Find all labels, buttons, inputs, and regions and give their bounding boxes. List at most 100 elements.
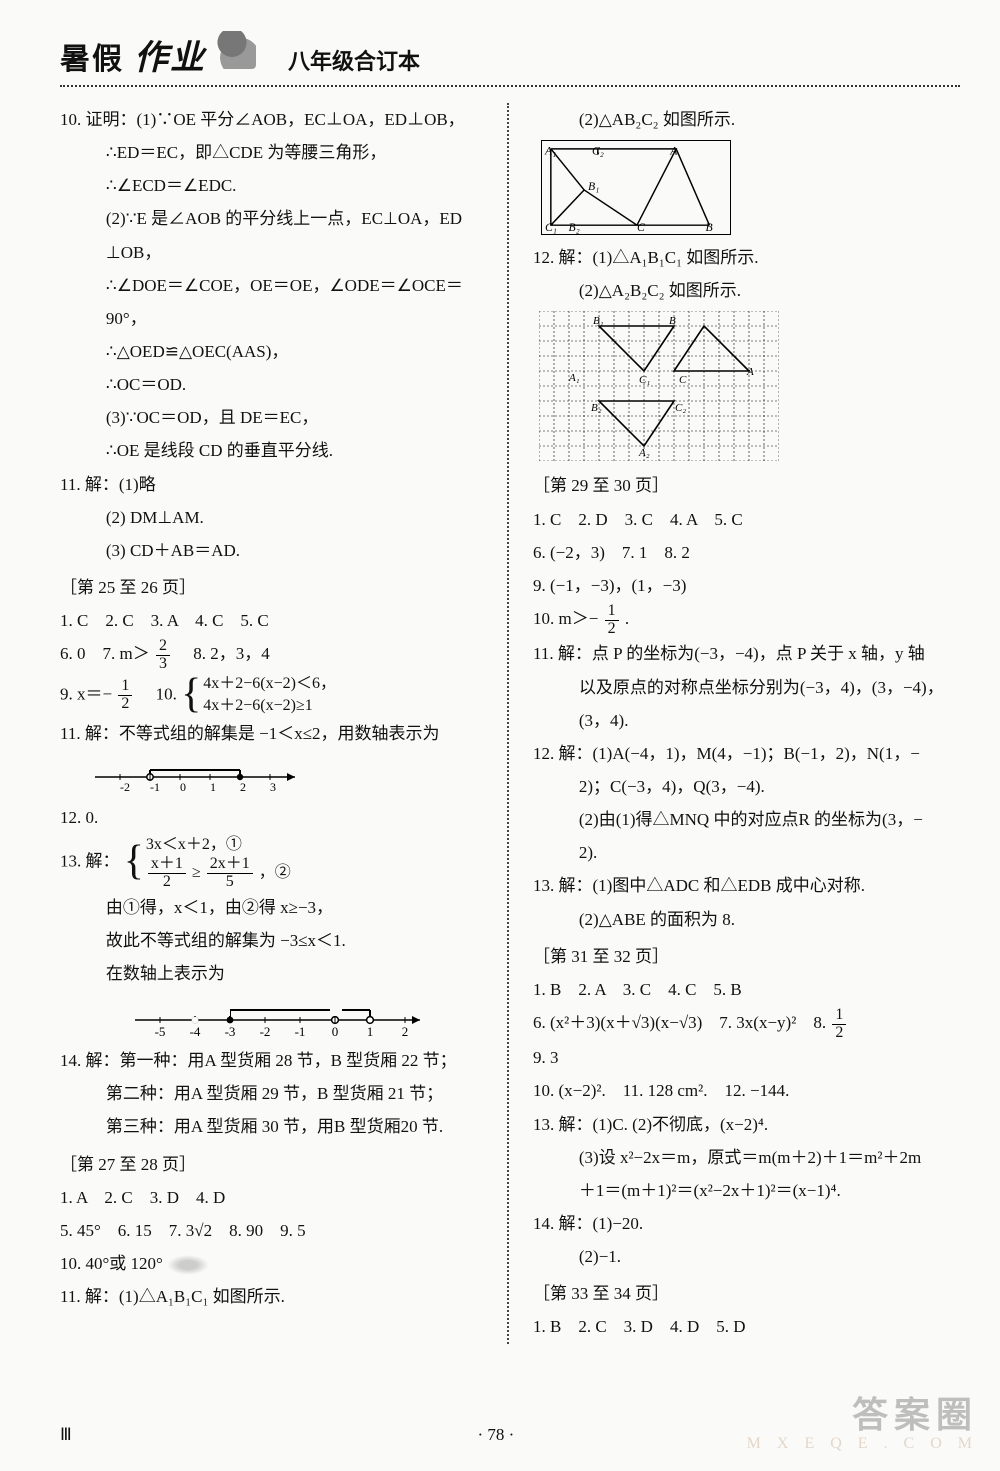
- svg-text:-2: -2: [120, 780, 130, 794]
- text: 13. 解：: [60, 851, 120, 870]
- page: 暑假 作业 八年级合订本 10. 证明：(1)∵OE 平分∠AOB，EC⊥OA，…: [0, 0, 1000, 1374]
- svg-text:-3: -3: [225, 1024, 236, 1039]
- answer-row: 10. m＞− 1 2 .: [533, 602, 960, 637]
- watermark: 答案圈 M X E Q E . C O M: [747, 1396, 978, 1453]
- svg-text:0: 0: [180, 780, 186, 794]
- answer-row: 13. 解： { 3x＜x＋2，① x＋1 2 ≥ 2x＋1: [60, 834, 487, 891]
- line: ∴∠DOE＝∠COE，OE＝OE，∠ODE＝∠OCE＝: [60, 269, 487, 302]
- svg-text:B: B: [669, 315, 676, 327]
- brace-icon: {: [124, 845, 144, 879]
- line: (3，4).: [533, 704, 960, 737]
- svg-text:0: 0: [332, 1024, 339, 1039]
- answer-row: 6. 0 7. m＞ 2 3 8. 2，3，4: [60, 637, 487, 672]
- section-heading: ［第 25 至 26 页］: [60, 571, 487, 604]
- svg-text:C₁: C₁: [639, 374, 650, 386]
- section-heading: ［第 29 至 30 页］: [533, 469, 960, 502]
- line: (2)∵E 是∠AOB 的平分线上一点，EC⊥OA，ED: [60, 202, 487, 235]
- line: 由①得，x＜1，由②得 x≥−3，: [60, 891, 487, 924]
- brand-b: 作业: [134, 30, 206, 79]
- line: (2)△A₂B₂C₂ 如图所示.: [533, 274, 960, 307]
- subtitle: 八年级合订本: [288, 44, 420, 76]
- columns: 10. 证明：(1)∵OE 平分∠AOB，EC⊥OA，ED⊥OB， ∴ED＝EC…: [60, 103, 960, 1344]
- svg-text:B₁: B₁: [593, 315, 604, 327]
- number-line-figure: -5-4 -3-2 -10 12: [60, 990, 487, 1044]
- text: ，②: [259, 864, 291, 881]
- svg-text:B₁: B₁: [588, 180, 599, 193]
- text: 6. 0 7. m＞: [60, 644, 150, 663]
- text: 6. (−2，3) 7. 1 8. 2: [533, 543, 690, 562]
- svg-text:B₂: B₂: [568, 221, 579, 234]
- svg-text:A: A: [669, 145, 678, 158]
- section-heading: ［第 33 至 34 页］: [533, 1277, 960, 1310]
- eq-line: 4x＋2−6(x−2)＜6，: [203, 673, 336, 695]
- line: 6. (−2，3) 7. 1 8. 2: [533, 536, 960, 569]
- answer-row: 6. (x²＋3)(x＋√3)(x−√3) 7. 3x(x−y)² 8. 1 2: [533, 1006, 960, 1041]
- brace-icon: {: [181, 678, 201, 712]
- line: 第三种：用A 型货厢 30 节，用B 型货厢20 节.: [60, 1110, 487, 1143]
- eq-line: 3x＜x＋2，①: [146, 834, 291, 856]
- left-column: 10. 证明：(1)∵OE 平分∠AOB，EC⊥OA，ED⊥OB， ∴ED＝EC…: [60, 103, 505, 1344]
- watermark-line1: 答案圈: [747, 1396, 978, 1436]
- line: (2)△ABE 的面积为 8.: [533, 903, 960, 936]
- text: 6. (x²＋3)(x＋√3)(x−√3) 7. 3x(x−y)² 8.: [533, 1013, 830, 1032]
- line: (2)−1.: [533, 1240, 960, 1273]
- line: (2) DM⊥AM.: [60, 501, 487, 534]
- line: 12. 解：(1)△A₁B₁C₁ 如图所示.: [533, 241, 960, 274]
- line: (3) CD＋AB＝AD.: [60, 534, 487, 567]
- svg-text:C₁: C₁: [545, 221, 557, 234]
- answer-row: 1. C 2. C 3. A 4. C 5. C: [60, 604, 487, 637]
- line: 10. (x−2)². 11. 128 cm². 12. −144.: [533, 1074, 960, 1107]
- column-divider: [507, 103, 509, 1344]
- avatar-illustration: [216, 31, 256, 69]
- line: 90°，: [60, 302, 487, 335]
- svg-text:C: C: [637, 221, 645, 234]
- answer-row: 1. B 2. A 3. C 4. C 5. B: [533, 973, 960, 1006]
- text: 10.: [139, 684, 182, 703]
- section-heading: ［第 31 至 32 页］: [533, 940, 960, 973]
- svg-text:-2: -2: [260, 1024, 271, 1039]
- line: 2)；C(−3，4)，Q(3，−4).: [533, 770, 960, 803]
- line: 9. (−1，−3)，(1，−3): [533, 569, 960, 602]
- answer-row: 1. B 2. C 3. D 4. D 5. D: [533, 1310, 960, 1343]
- answer-row: 9. x＝− 1 2 10. { 4x＋2−6(x−2)＜6， 4x＋2−6(x…: [60, 673, 487, 718]
- line: 11. 解：(1)△A₁B₁C₁ 如图所示.: [60, 1280, 487, 1313]
- svg-text:1: 1: [367, 1024, 374, 1039]
- svg-text:C₂: C₂: [592, 145, 604, 158]
- number-line-figure: -2 -1 0 1 2 3: [60, 751, 487, 801]
- frac-num: x＋1: [148, 856, 186, 874]
- svg-text:A₁: A₁: [544, 145, 556, 158]
- line: (2)△AB₂C₂ 如图所示.: [533, 103, 960, 136]
- svg-text:C₂: C₂: [675, 402, 686, 414]
- line: (2)由(1)得△MNQ 中的对应点R 的坐标为(3，−: [533, 803, 960, 836]
- line: ∴∠ECD＝∠EDC.: [60, 169, 487, 202]
- svg-text:B₂: B₂: [591, 402, 602, 414]
- svg-text:-1: -1: [295, 1024, 306, 1039]
- text: 8. 2，3，4: [176, 644, 270, 663]
- fraction: 2 3: [156, 638, 170, 673]
- answer-row: 1. A 2. C 3. D 4. D: [60, 1181, 487, 1214]
- frac-num: 2: [156, 638, 170, 656]
- line: 以及原点的对称点坐标分别为(−3，4)，(3，−4)，: [533, 671, 960, 704]
- answer-row: 1. C 2. D 3. C 4. A 5. C: [533, 503, 960, 536]
- frac-num: 1: [832, 1007, 846, 1025]
- frac-den: 2: [148, 874, 186, 891]
- svg-text:-4: -4: [190, 1024, 201, 1039]
- line: ∴OE 是线段 CD 的垂直平分线.: [60, 434, 487, 467]
- line: 13. 解：(1)C. (2)不彻底，(x−2)⁴.: [533, 1108, 960, 1141]
- line: (3)∵OC＝OD，且 DE＝EC，: [60, 401, 487, 434]
- svg-text:2: 2: [402, 1024, 409, 1039]
- frac-den: 2: [118, 696, 132, 713]
- line: ∴OC＝OD.: [60, 368, 487, 401]
- text: 9. x＝−: [60, 684, 112, 703]
- fraction: 1 2: [832, 1007, 846, 1042]
- answer-row: 5. 45° 6. 15 7. 3√2 8. 90 9. 5: [60, 1214, 487, 1247]
- frac-num: 1: [118, 678, 132, 696]
- equation-system: { 4x＋2−6(x−2)＜6， 4x＋2−6(x−2)≥1: [181, 673, 336, 718]
- line: 10. 40°或 120°: [60, 1247, 487, 1280]
- grid-triangle-figure: B₁B A₁C₁ CA B₂A₂C₂: [539, 311, 779, 461]
- frac-den: 3: [156, 656, 170, 673]
- eq-line: 4x＋2−6(x−2)≥1: [203, 695, 336, 717]
- line: ＋1＝(m＋1)²＝(x²−2x＋1)²＝(x−1)⁴.: [533, 1174, 960, 1207]
- line: ∴ED＝EC，即△CDE 为等腰三角形，: [60, 136, 487, 169]
- line: 14. 解：第一种：用A 型货厢 28 节，B 型货厢 22 节；: [60, 1044, 487, 1077]
